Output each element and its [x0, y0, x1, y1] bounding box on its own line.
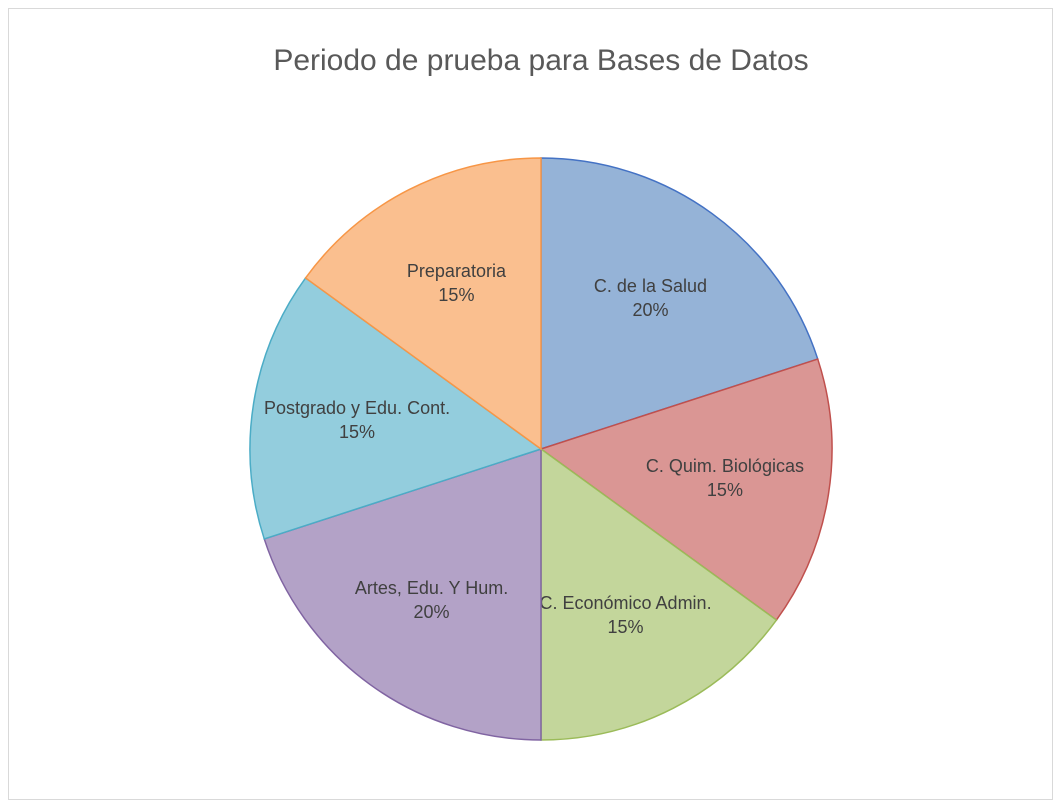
chart-title: Periodo de prueba para Bases de Datos [273, 44, 808, 77]
slice-label-box: Postgrado y Edu. Cont. 15% [262, 370, 452, 470]
pie-slice [263, 447, 542, 741]
pie-slice [540, 447, 778, 741]
slice-label-box: Preparatoria 15% [361, 233, 551, 333]
slice-label: C. Económico Admin. 15% [531, 565, 721, 665]
slice-label-box: C. de la Salud 20% [555, 248, 745, 348]
slice-label: Preparatoria 15% [361, 233, 551, 333]
slice-label: Artes, Edu. Y Hum. 20% [337, 550, 527, 650]
category-label: C. Quim. Biológicas [645, 456, 804, 477]
pie-slice [540, 157, 819, 451]
value-label: 15% [607, 616, 644, 637]
pie-slice [304, 157, 542, 451]
category-label: Postgrado y Edu. Cont. [263, 397, 451, 418]
slice-label: C. de la Salud 20% [555, 248, 745, 348]
value-label: 15% [339, 421, 376, 442]
value-label: 20% [632, 300, 669, 321]
slice-label-box: C. Económico Admin. 15% [531, 565, 721, 665]
category-label: Preparatoria [406, 261, 506, 282]
slice-label: C. Quim. Biológicas 15% [630, 428, 820, 528]
category-label: C. de la Salud [593, 276, 707, 297]
slice-label-box: Artes, Edu. Y Hum. 20% [337, 550, 527, 650]
value-label: 15% [706, 480, 743, 501]
value-label: 20% [413, 601, 450, 622]
category-label: C. Económico Admin. [539, 592, 712, 613]
value-label: 15% [438, 285, 475, 306]
category-label: Artes, Edu. Y Hum. [354, 577, 509, 598]
pie-slice [249, 276, 543, 540]
slice-label: Postgrado y Edu. Cont. 15% [262, 370, 452, 470]
pie-slice [539, 358, 833, 622]
slice-label-box: C. Quim. Biológicas 15% [630, 428, 820, 528]
